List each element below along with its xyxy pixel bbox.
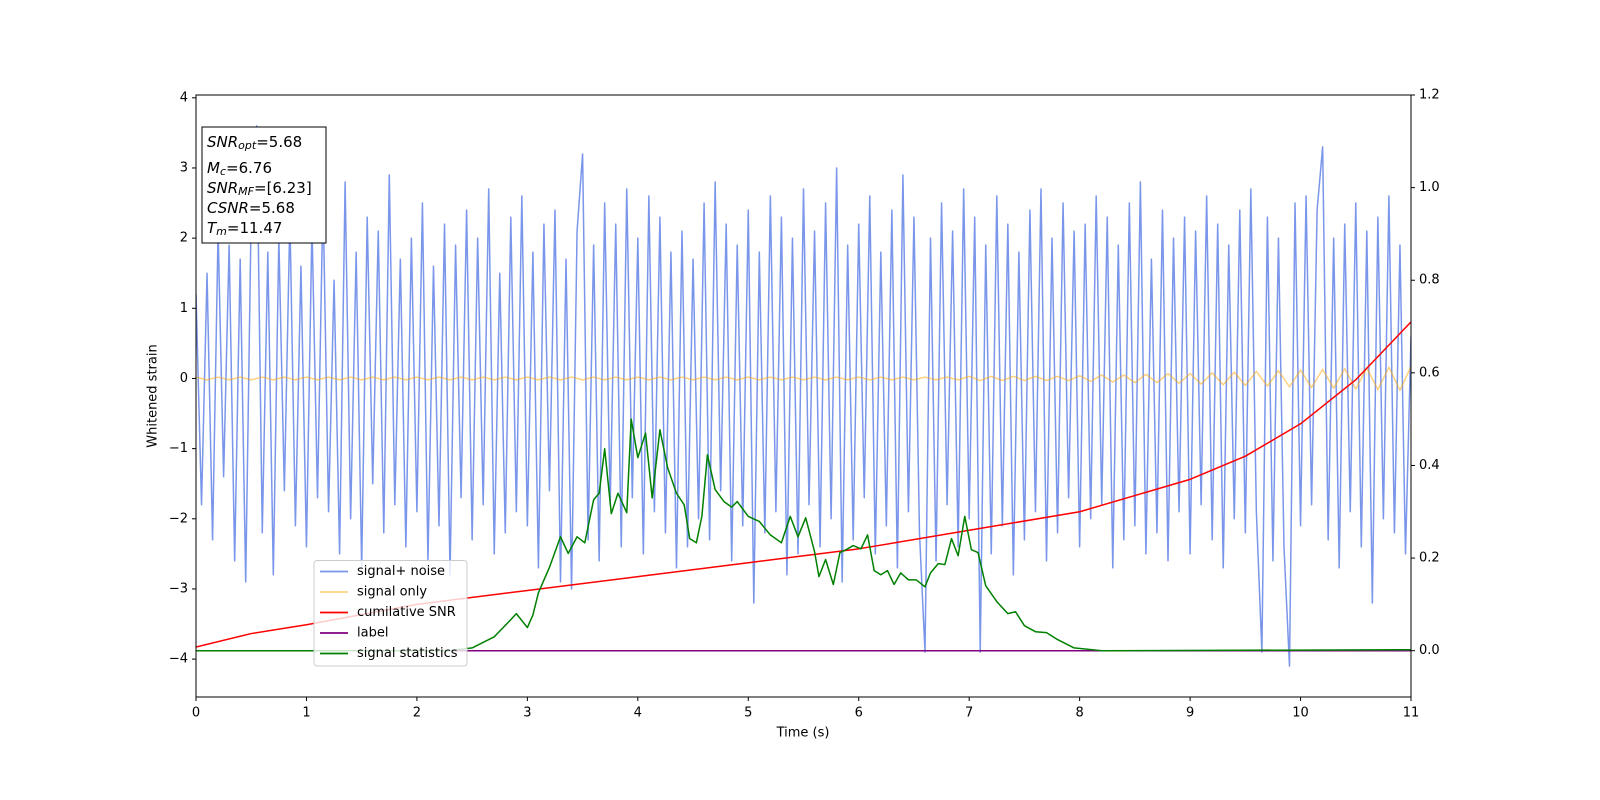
x-tick-label: 2 bbox=[413, 706, 421, 721]
annotation-line: SNRMF=[6.23] bbox=[207, 179, 312, 199]
y2-tick-label: 0.6 bbox=[1419, 365, 1440, 380]
y-tick-label: 4 bbox=[180, 90, 188, 105]
x-tick-label: 0 bbox=[192, 706, 200, 721]
y-tick-label: −3 bbox=[169, 581, 188, 596]
annotation-value: =6.76 bbox=[226, 159, 272, 177]
y2-tick-label: 0.2 bbox=[1419, 551, 1440, 566]
y-tick-label: −2 bbox=[169, 511, 188, 526]
series-line bbox=[196, 418, 1411, 652]
annotation-subscript: MF bbox=[238, 185, 254, 198]
annotation-subscript: opt bbox=[238, 139, 257, 152]
annotation-symbol: T bbox=[207, 219, 218, 237]
y2-tick-label: 0.0 bbox=[1419, 643, 1440, 658]
y-tick-label: 1 bbox=[180, 301, 188, 316]
annotation-symbol: SNR bbox=[207, 133, 238, 151]
annotation-line: CSNR=5.68 bbox=[207, 199, 295, 217]
y-tick-label: −1 bbox=[169, 441, 188, 456]
legend-box bbox=[313, 560, 468, 667]
y2-tick-label: 0.4 bbox=[1419, 458, 1440, 473]
x-axis-label: Time (s) bbox=[776, 726, 830, 741]
y-tick-label: −4 bbox=[169, 652, 188, 667]
series-line bbox=[196, 125, 1411, 667]
x-tick-label: 4 bbox=[634, 706, 642, 721]
y-axis-label: Whitened strain bbox=[146, 344, 161, 447]
annotation-symbol: CSNR bbox=[207, 199, 249, 217]
axes-frame bbox=[195, 94, 1412, 698]
y2-tick-label: 1.0 bbox=[1419, 180, 1440, 195]
x-tick-label: 1 bbox=[302, 706, 310, 721]
annotation-value: =11.47 bbox=[227, 219, 283, 237]
x-tick-label: 8 bbox=[1075, 706, 1083, 721]
annotation-line: Mc=6.76 bbox=[207, 159, 272, 179]
y2-tick-label: 0.8 bbox=[1419, 273, 1440, 288]
x-tick-label: 3 bbox=[523, 706, 531, 721]
annotation-value: =5.68 bbox=[249, 199, 295, 217]
x-tick-label: 10 bbox=[1292, 706, 1309, 721]
legend-label: signal statistics bbox=[357, 646, 458, 661]
legend-label: signal+ noise bbox=[357, 564, 445, 579]
annotation-value: =[6.23] bbox=[254, 179, 312, 197]
annotation-symbol: SNR bbox=[207, 179, 238, 197]
annotation-subscript: m bbox=[216, 225, 227, 238]
x-tick-label: 11 bbox=[1403, 706, 1420, 721]
y2-tick-label: 1.2 bbox=[1419, 88, 1440, 103]
y-tick-label: 0 bbox=[180, 371, 188, 386]
y-tick-label: 3 bbox=[180, 160, 188, 175]
x-tick-label: 6 bbox=[855, 706, 863, 721]
annotation-line: Tm=11.47 bbox=[207, 219, 282, 239]
x-tick-label: 9 bbox=[1186, 706, 1194, 721]
legend-label: signal only bbox=[357, 585, 427, 600]
y-tick-label: 2 bbox=[180, 231, 188, 246]
legend-label: label bbox=[357, 626, 388, 641]
legend-label: cumilative SNR bbox=[357, 605, 456, 620]
annotation-value: =5.68 bbox=[256, 133, 302, 151]
annotation-box bbox=[201, 126, 327, 244]
x-tick-label: 5 bbox=[744, 706, 752, 721]
series-line bbox=[196, 366, 1411, 392]
annotation-subscript: c bbox=[220, 165, 226, 178]
annotation-symbol: M bbox=[207, 159, 220, 177]
x-tick-label: 7 bbox=[965, 706, 973, 721]
annotation-line: SNRopt=5.68 bbox=[207, 133, 302, 153]
